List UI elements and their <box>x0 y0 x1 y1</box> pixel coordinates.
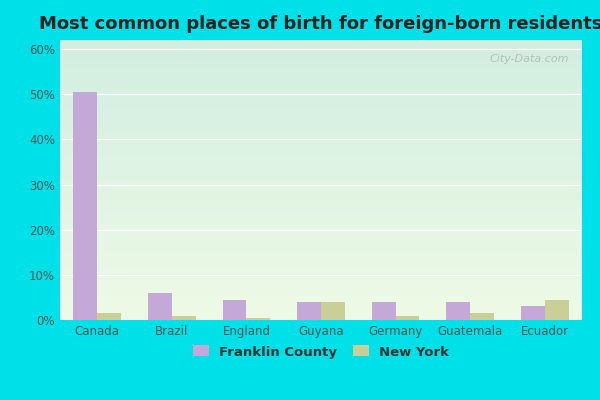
Bar <box>545 300 569 320</box>
Bar <box>321 302 345 320</box>
Bar <box>148 293 172 320</box>
Bar <box>73 92 97 320</box>
Title: Most common places of birth for foreign-born residents: Most common places of birth for foreign-… <box>40 15 600 33</box>
Bar <box>395 316 419 320</box>
Bar <box>223 300 247 320</box>
Text: City-Data.com: City-Data.com <box>490 54 569 64</box>
Legend: Franklin County, New York: Franklin County, New York <box>187 340 455 364</box>
Bar <box>470 313 494 320</box>
Bar <box>97 313 121 320</box>
Bar <box>297 302 321 320</box>
Bar <box>372 302 395 320</box>
Bar <box>446 302 470 320</box>
Bar <box>521 306 545 320</box>
Bar <box>247 318 270 320</box>
Bar <box>172 316 196 320</box>
